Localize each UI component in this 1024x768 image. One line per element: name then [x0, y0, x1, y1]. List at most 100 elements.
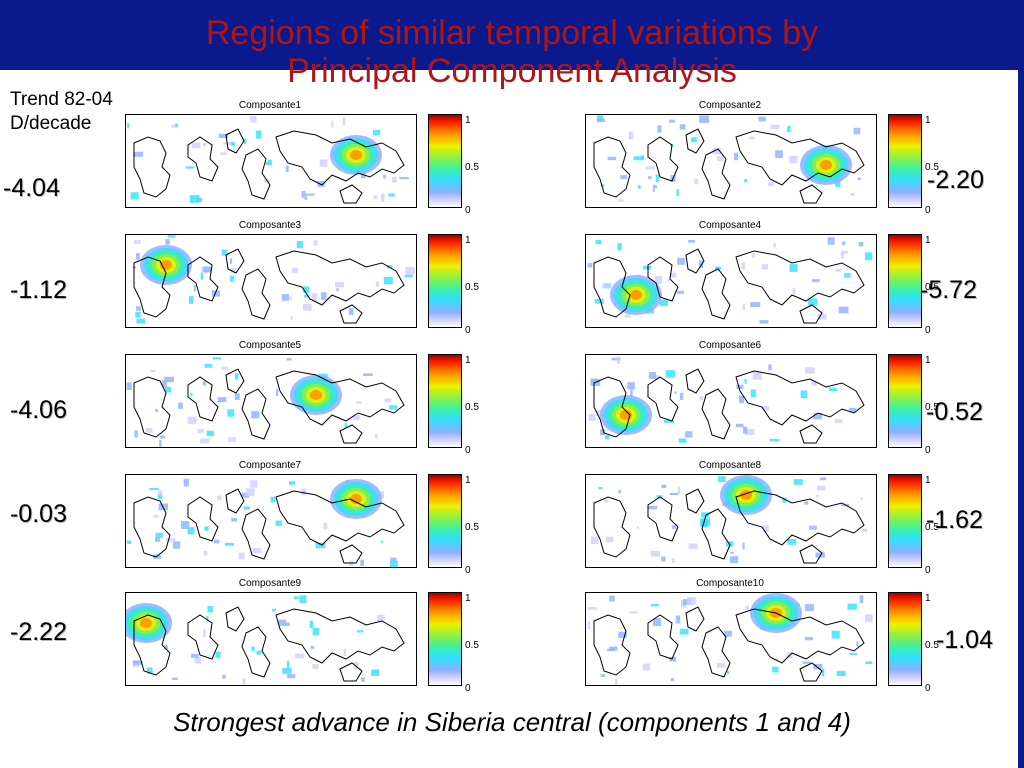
trend-value-5: -4.06 [10, 396, 67, 424]
map-patch [292, 267, 298, 274]
map-patch [841, 250, 849, 254]
map-patch [748, 136, 755, 140]
coastline [241, 268, 271, 320]
map-patch [865, 661, 873, 664]
map-patch [637, 185, 641, 189]
map-patch [828, 387, 837, 391]
map-patch [813, 663, 823, 670]
map-patch [844, 273, 851, 278]
map-patch [180, 521, 190, 529]
map-patch [858, 241, 864, 247]
map-patch [741, 262, 745, 270]
map-patch [667, 279, 670, 282]
map-patch [352, 415, 360, 420]
map-patch [335, 282, 344, 288]
map-patch [770, 124, 780, 129]
map-patch [312, 627, 319, 636]
map-patch [281, 294, 289, 301]
panel-6: Composante6 1 0.5 0 [585, 340, 1015, 458]
map-patch [822, 668, 825, 677]
map-patch [304, 193, 315, 196]
map-graphic [127, 116, 409, 204]
coastline [225, 606, 245, 632]
map-patch [126, 540, 132, 544]
coastline [701, 388, 731, 440]
map-patch [792, 287, 796, 294]
colorbar-tick-bottom: 0 [465, 205, 471, 216]
map-patch [375, 281, 379, 287]
coastline [685, 128, 705, 154]
map-patch [155, 532, 163, 538]
panel-1: Composante1 1 0.5 0 [125, 100, 555, 218]
component-map [585, 354, 877, 448]
map-patch [811, 380, 816, 385]
colorbar-tick-bottom: 0 [925, 683, 931, 694]
trend-value-8: -1.62 [926, 506, 983, 534]
map-patch [657, 125, 662, 133]
map-patch [194, 418, 198, 422]
map-patch [303, 286, 310, 293]
map-patch [404, 274, 413, 278]
map-patch [310, 646, 315, 649]
map-patch [130, 192, 139, 200]
colorbar-tick-bottom: 0 [465, 683, 471, 694]
map-patch [712, 147, 721, 155]
map-patch [171, 124, 179, 128]
map-patch [605, 536, 614, 543]
map-patch [598, 487, 603, 490]
map-patch [819, 477, 827, 481]
map-patch [132, 660, 143, 665]
map-patch [812, 279, 820, 283]
map-patch [244, 138, 247, 145]
map-patch [228, 437, 236, 442]
map-patch [218, 133, 229, 138]
map-patch [295, 653, 305, 659]
map-patch [717, 156, 724, 162]
map-patch [676, 189, 679, 197]
map-patch [600, 429, 606, 435]
colorbar-tick-mid: 0.5 [925, 402, 939, 413]
map-patch [388, 193, 395, 197]
coastline [187, 614, 219, 660]
map-patch [630, 389, 633, 397]
map-patch [227, 409, 235, 417]
map-patch [617, 199, 624, 202]
map-patch [202, 142, 207, 147]
map-patch [187, 527, 195, 535]
map-patch [648, 176, 652, 180]
map-patch [390, 557, 397, 562]
component-map [125, 354, 417, 448]
map-patch [193, 285, 196, 292]
panel-title: Composante5 [238, 340, 302, 351]
colorbar-tick-bottom: 0 [925, 445, 931, 456]
panel-title: Composante6 [698, 340, 762, 351]
map-patch [804, 604, 814, 611]
map-patch [133, 239, 141, 244]
map-patch [809, 525, 817, 530]
coastline [133, 614, 171, 676]
coastline [799, 304, 823, 324]
map-patch [220, 366, 228, 370]
colorbar-tick-top: 1 [925, 115, 931, 126]
map-patch [373, 129, 381, 136]
map-patch [652, 184, 655, 192]
map-patch [288, 296, 292, 300]
map-patch [203, 629, 206, 638]
coastline [133, 376, 171, 438]
coastline [701, 148, 731, 200]
coastline [799, 184, 823, 204]
map-patch [217, 495, 222, 501]
coastline [647, 614, 679, 660]
coastline [593, 136, 631, 198]
map-patch [380, 193, 385, 202]
map-patch [742, 303, 745, 311]
coastline [735, 250, 865, 306]
map-patch [360, 559, 364, 566]
map-patch [628, 131, 634, 140]
map-patch [701, 512, 710, 518]
panel-8: Composante8 1 0.5 0 [585, 460, 1015, 578]
map-patch [380, 540, 384, 543]
map-patch [860, 496, 863, 501]
map-patch [650, 550, 660, 557]
map-patch [167, 235, 176, 238]
